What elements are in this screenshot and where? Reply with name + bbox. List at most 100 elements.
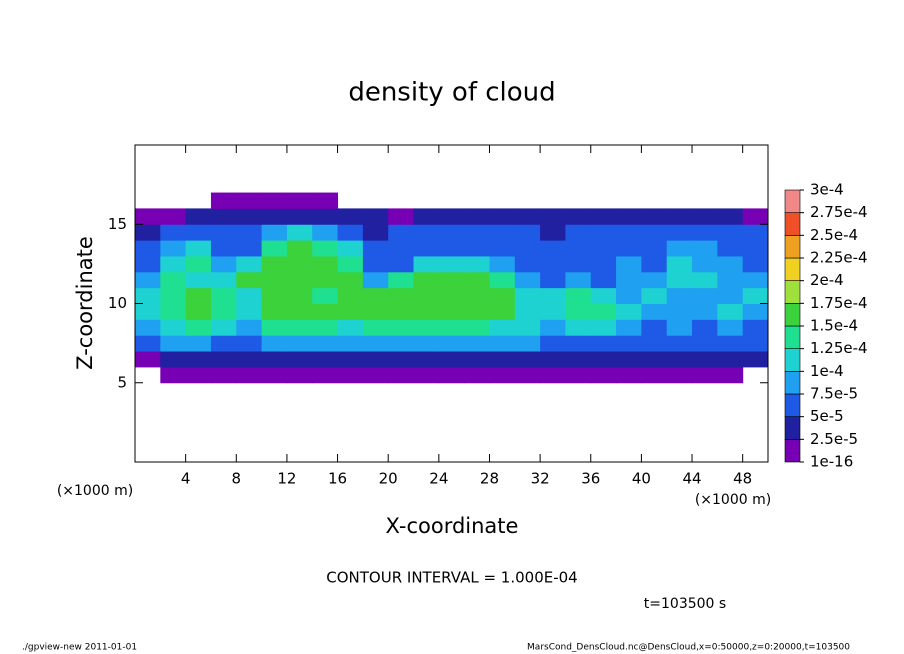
heatmap-cell (514, 319, 541, 336)
heatmap-cell (692, 351, 718, 368)
heatmap-cell (666, 335, 693, 352)
colorbar-band (784, 189, 801, 213)
heatmap-cell (666, 366, 693, 384)
x-tick-label: 40 (632, 470, 651, 488)
heatmap-cell (236, 271, 263, 289)
heatmap-cell (160, 240, 187, 257)
heatmap-cell (666, 224, 693, 241)
heatmap-cell (160, 366, 187, 384)
heatmap-cell (210, 319, 237, 336)
heatmap-cell (590, 303, 617, 320)
heatmap-cell (286, 335, 313, 352)
colorbar-band (784, 371, 801, 395)
heatmap-cell (337, 335, 364, 352)
heatmap-cell (337, 366, 364, 384)
heatmap-cell (438, 208, 465, 225)
heatmap-cell (388, 335, 415, 352)
heatmap-cell (286, 240, 313, 257)
colorbar-label: 1e-4 (810, 362, 844, 380)
heatmap-cell (717, 255, 744, 273)
heatmap-cell (717, 224, 744, 241)
heatmap-cell (464, 351, 490, 368)
heatmap-cell (286, 303, 313, 320)
heatmap-cell (540, 271, 566, 289)
heatmap-cell (185, 335, 212, 352)
heatmap-cell (641, 208, 668, 225)
heatmap-cell (717, 287, 744, 304)
heatmap-cell (286, 319, 313, 336)
heatmap-cell (312, 240, 339, 257)
heatmap-cell (590, 351, 617, 368)
heatmap-cell (160, 303, 187, 320)
heatmap-cell (489, 224, 516, 241)
heatmap-cell (286, 192, 313, 209)
heatmap-cell (160, 255, 187, 273)
heatmap-cell (464, 208, 490, 225)
heatmap-cell (185, 271, 212, 289)
heatmap-cell (261, 271, 288, 289)
colorbar-band (784, 393, 801, 417)
heatmap-cell (210, 366, 237, 384)
heatmap-cell (666, 319, 693, 336)
heatmap-cell (337, 351, 364, 368)
heatmap-cell (641, 319, 668, 336)
heatmap-cell (413, 319, 440, 336)
heatmap-cell (160, 271, 187, 289)
heatmap-cell (692, 319, 718, 336)
heatmap-cell (337, 319, 364, 336)
heatmap-cell (438, 335, 465, 352)
heatmap-cell (616, 319, 642, 336)
colorbar-label: 1e-16 (810, 453, 853, 471)
heatmap-cell (666, 255, 693, 273)
colorbar-label: 1.5e-4 (810, 317, 858, 335)
heatmap-cell (388, 287, 415, 304)
heatmap-cell (438, 351, 465, 368)
heatmap-cell (438, 240, 465, 257)
heatmap-cell (666, 287, 693, 304)
x-tick-label: 28 (480, 470, 499, 488)
heatmap-cell (692, 208, 718, 225)
heatmap-cell (464, 319, 490, 336)
heatmap-cell (540, 303, 566, 320)
heatmap-cell (236, 303, 263, 320)
heatmap-cell (362, 224, 389, 241)
heatmap-cell (135, 351, 161, 368)
x-tick-label: 4 (181, 470, 191, 488)
heatmap-cell (692, 335, 718, 352)
heatmap-cell (616, 351, 642, 368)
y-tick-label: 10 (108, 294, 127, 312)
heatmap-cell (135, 335, 161, 352)
heatmap-cell (666, 240, 693, 257)
colorbar-band (784, 280, 801, 304)
heatmap-cell (261, 208, 288, 225)
heatmap-cell (210, 303, 237, 320)
heatmap-cell (514, 224, 541, 241)
heatmap-cell (742, 319, 769, 336)
heatmap-cell (135, 255, 161, 273)
heatmap-cell (388, 271, 415, 289)
heatmap-cell (413, 351, 440, 368)
heatmap-cell (312, 287, 339, 304)
x-tick-label: 44 (682, 470, 701, 488)
heatmap-cell (616, 271, 642, 289)
heatmap-cell (641, 271, 668, 289)
x-tick-label: 20 (379, 470, 398, 488)
heatmap-cell (489, 271, 516, 289)
heatmap-cell (565, 303, 592, 320)
heatmap-cell (413, 208, 440, 225)
heatmap-cell (413, 271, 440, 289)
heatmap-cell (514, 303, 541, 320)
heatmap-cell (362, 240, 389, 257)
heatmap-cell (261, 192, 288, 209)
heatmap-cell (464, 224, 490, 241)
colorbar-label: 2.25e-4 (810, 249, 868, 267)
heatmap-cell (540, 240, 566, 257)
heatmap-cell (717, 208, 744, 225)
heatmap-cell (616, 255, 642, 273)
heatmap-cell (261, 335, 288, 352)
heatmap-cell (489, 255, 516, 273)
heatmap-cell (135, 240, 161, 257)
y-unit: (×1000 m) (57, 483, 133, 499)
heatmap-cell (236, 351, 263, 368)
heatmap-cell (438, 255, 465, 273)
